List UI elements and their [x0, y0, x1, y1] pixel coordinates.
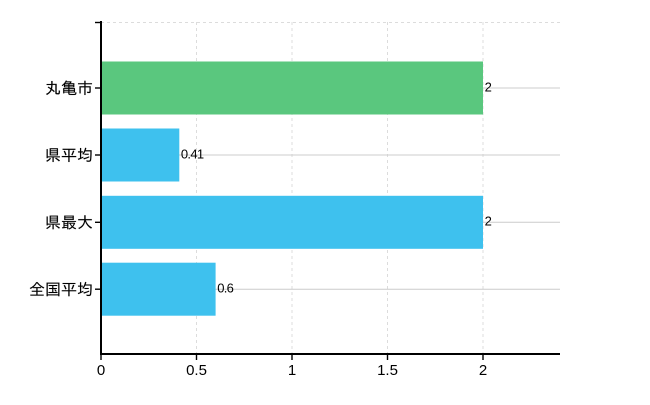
svg-text:1.5: 1.5 [377, 362, 398, 379]
svg-text:2: 2 [485, 214, 492, 229]
svg-text:2: 2 [479, 362, 487, 379]
svg-text:1: 1 [288, 362, 296, 379]
svg-text:0.6: 0.6 [217, 281, 233, 296]
svg-text:0.5: 0.5 [186, 362, 207, 379]
svg-text:2: 2 [485, 79, 492, 94]
svg-text:0.41: 0.41 [181, 146, 204, 161]
svg-text:0: 0 [97, 362, 105, 379]
